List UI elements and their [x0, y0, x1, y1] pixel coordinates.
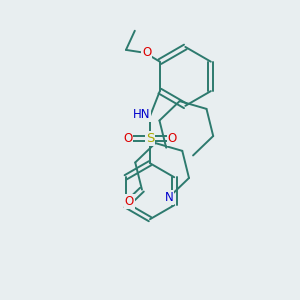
- Text: O: O: [124, 195, 134, 208]
- Text: HN: HN: [133, 108, 151, 121]
- Text: O: O: [123, 132, 133, 145]
- Text: O: O: [142, 46, 151, 59]
- Text: O: O: [167, 132, 177, 145]
- Text: N: N: [164, 191, 173, 204]
- Text: S: S: [146, 132, 154, 145]
